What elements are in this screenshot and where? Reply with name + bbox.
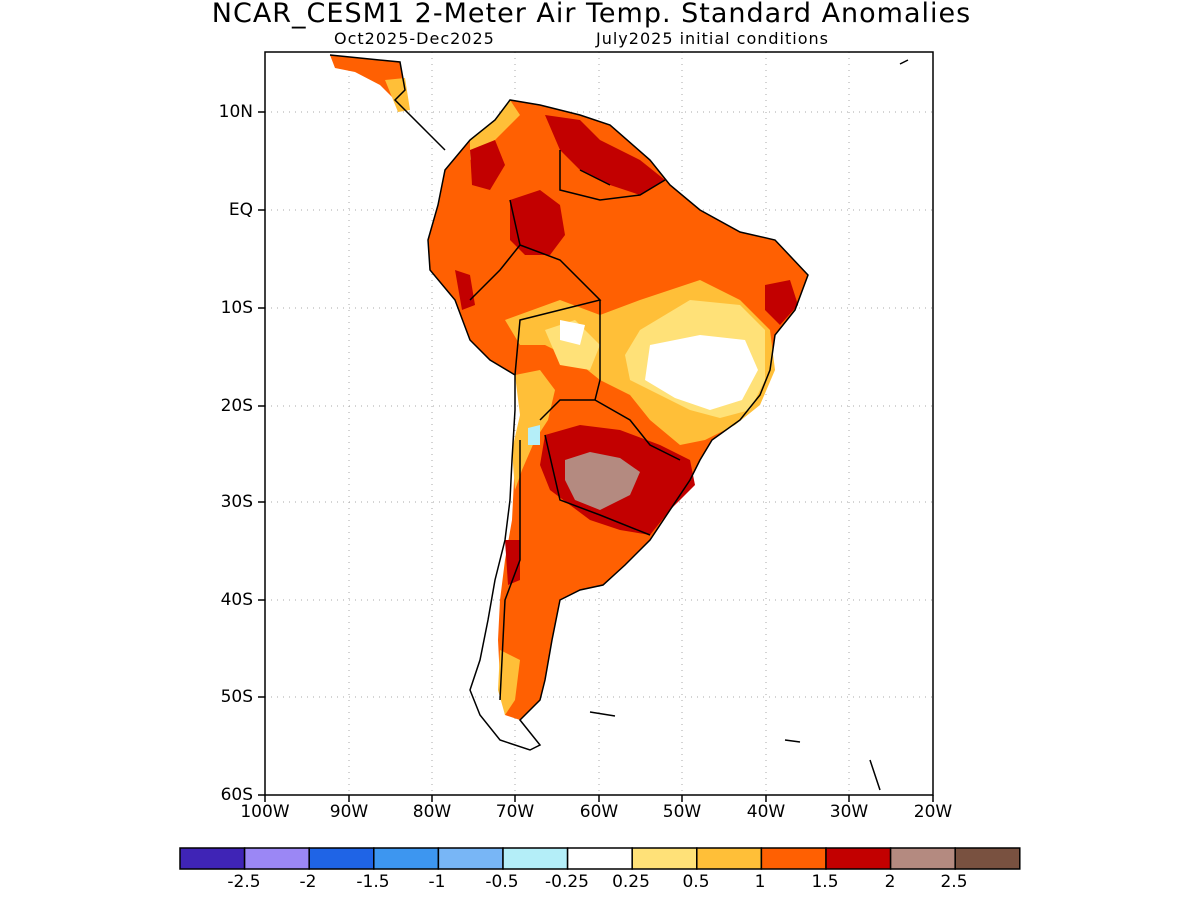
lon-label: 70W xyxy=(495,802,535,822)
lat-label: 30S xyxy=(220,492,253,512)
colorbar-label: -1 xyxy=(428,872,446,892)
anomaly-region-red-argentina xyxy=(505,540,520,585)
colorbar-swatch xyxy=(437,847,504,870)
colorbar-swatch xyxy=(243,847,310,870)
lat-label: 60S xyxy=(220,785,253,805)
lat-label: EQ xyxy=(228,200,253,220)
lat-label: 10S xyxy=(220,298,253,318)
anomaly-region-white xyxy=(645,335,758,410)
anomaly-region-brown xyxy=(565,452,640,510)
colorbar-swatch xyxy=(760,847,827,870)
colorbar-swatch xyxy=(825,847,892,870)
map-title: NCAR_CESM1 2-Meter Air Temp. Standard An… xyxy=(211,0,972,29)
colorbar-swatch xyxy=(502,847,569,870)
lon-label: 90W xyxy=(329,802,369,822)
anomaly-region-yellow-ca xyxy=(385,78,410,112)
lat-label: 50S xyxy=(220,687,253,707)
colorbar-label: -2.5 xyxy=(227,872,261,892)
axis-ticks xyxy=(258,111,934,802)
lon-label: 100W xyxy=(240,802,290,822)
colorbar-swatch xyxy=(631,847,698,870)
colorbar-swatch xyxy=(566,847,633,870)
colorbar-label: 0.25 xyxy=(612,872,650,892)
colorbar-swatch xyxy=(373,847,440,870)
colorbar-label: 2.5 xyxy=(940,872,968,892)
colorbar-swatch xyxy=(179,847,246,870)
lon-label: 40W xyxy=(746,802,786,822)
colorbar-label: 1 xyxy=(754,872,766,892)
anomaly-region-central-america xyxy=(330,55,405,100)
lat-label: 20S xyxy=(220,396,253,416)
anomaly-region-orange xyxy=(428,100,808,720)
lat-label: 40S xyxy=(220,590,253,610)
anomaly-region-red-colombia xyxy=(470,140,505,190)
colorbar-swatch xyxy=(954,847,1021,870)
colorbar-label: 0.5 xyxy=(682,872,710,892)
lon-label: 60W xyxy=(579,802,619,822)
lat-label: 10N xyxy=(218,102,253,122)
colorbar-label: -0.25 xyxy=(545,872,589,892)
anomaly-region-white-bolivia xyxy=(560,320,585,345)
colorbar-swatch xyxy=(308,847,375,870)
lon-label: 50W xyxy=(662,802,702,822)
colorbar-swatch xyxy=(696,847,763,870)
anomaly-region-red-amazon xyxy=(510,190,565,255)
anomaly-region-yellow xyxy=(545,320,600,370)
colorbar-label: 2 xyxy=(884,872,896,892)
initial-conditions: July2025 initial conditions xyxy=(596,29,829,48)
colorbar-label: -1.5 xyxy=(356,872,390,892)
forecast-period: Oct2025-Dec2025 xyxy=(334,29,495,48)
colorbar xyxy=(179,847,1021,870)
colorbar-label: 1.5 xyxy=(811,872,839,892)
colorbar-swatch xyxy=(889,847,956,870)
coastlines xyxy=(329,54,909,791)
anomaly-region-red-ne-brazil xyxy=(765,280,798,325)
colorbar-label: -0.5 xyxy=(485,872,519,892)
anomaly-region-light-blue xyxy=(528,425,540,445)
anomaly-region-red-venezuela xyxy=(545,115,665,195)
lon-label: 20W xyxy=(913,802,953,822)
lon-label: 80W xyxy=(412,802,452,822)
colorbar-label: -2 xyxy=(299,872,317,892)
lon-label: 30W xyxy=(829,802,869,822)
anomaly-region-patagonia-orange xyxy=(498,650,520,715)
